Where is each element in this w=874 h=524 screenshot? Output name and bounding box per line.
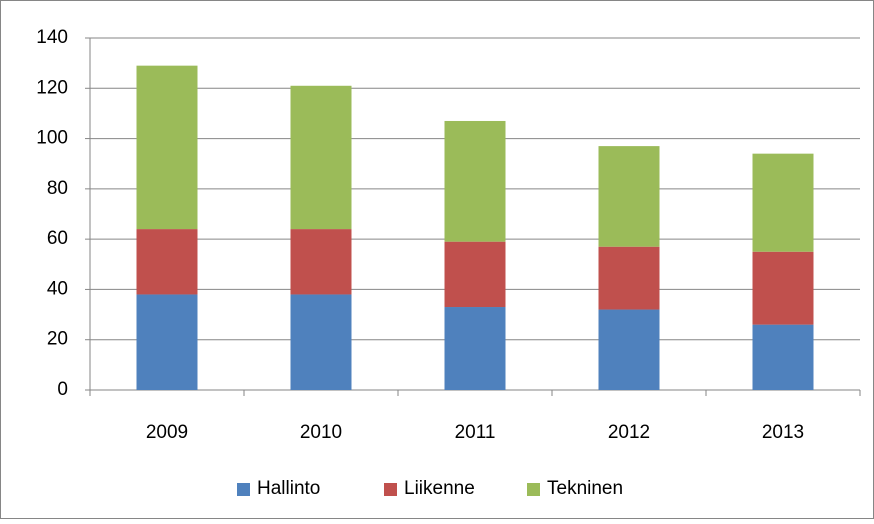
bar-segment — [290, 294, 352, 390]
bar-segment — [598, 146, 660, 247]
y-tick-label: 60 — [47, 228, 68, 249]
x-tick-label: 2011 — [455, 422, 496, 443]
legend-swatch — [527, 483, 540, 496]
bar-segment — [136, 229, 198, 295]
legend-label: Liikenne — [404, 478, 475, 499]
legend-swatch — [384, 483, 397, 496]
bar-segment — [598, 246, 660, 310]
legend-label: Hallinto — [257, 478, 320, 499]
x-tick-label: 2012 — [608, 422, 650, 443]
legend-swatch — [237, 483, 250, 496]
bar-segment — [752, 153, 814, 252]
bar-segment — [290, 229, 352, 295]
y-tick-label: 100 — [36, 128, 68, 149]
bar-segment — [290, 85, 352, 230]
bar-segment — [444, 241, 506, 308]
bar-segment — [598, 309, 660, 390]
y-tick-label: 40 — [47, 278, 68, 299]
y-tick-label: 140 — [36, 27, 68, 48]
bar-segment — [752, 324, 814, 390]
x-tick-label: 2013 — [762, 422, 804, 443]
x-tick-label: 2010 — [300, 422, 342, 443]
y-tick-label: 120 — [36, 77, 68, 98]
y-tick-label: 20 — [47, 329, 68, 350]
bar-segment — [136, 65, 198, 230]
y-tick-label: 80 — [47, 178, 68, 199]
bar-segment — [752, 251, 814, 325]
bar-segment — [136, 294, 198, 390]
x-tick-label: 2009 — [146, 422, 188, 443]
bar-segment — [444, 120, 506, 242]
bar-segment — [444, 307, 506, 390]
legend-label: Tekninen — [547, 478, 623, 499]
y-tick-label: 0 — [57, 379, 68, 400]
